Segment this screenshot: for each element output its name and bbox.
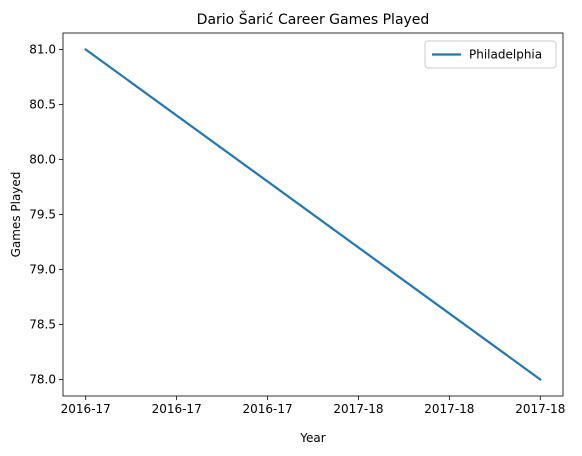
x-axis-label: Year <box>299 431 325 445</box>
legend: Philadelphia <box>424 40 557 69</box>
y-axis-label: Games Played <box>9 172 23 258</box>
x-tick-label: 2016-17 <box>61 402 111 416</box>
legend-box <box>424 40 557 69</box>
y-axis-ticks: 78.0 78.5 79.0 79.5 80.0 80.5 81.0 <box>29 43 63 387</box>
y-tick-label: 79.0 <box>29 263 56 277</box>
x-axis-ticks: 2016-17 2016-17 2016-17 2017-18 2017-18 2017-… <box>61 396 565 416</box>
y-tick-label: 81.0 <box>29 43 56 57</box>
chart-title: Dario Šarić Career Games Played <box>197 10 430 28</box>
x-tick-label: 2017-18 <box>515 402 565 416</box>
y-tick-label: 78.0 <box>29 373 56 387</box>
y-tick-label: 80.0 <box>29 153 56 167</box>
x-tick-label: 2017-18 <box>424 402 474 416</box>
y-tick-label: 79.5 <box>29 208 56 222</box>
y-tick-label: 80.5 <box>29 98 56 112</box>
series-layer <box>84 47 542 382</box>
x-tick-label: 2016-17 <box>152 402 202 416</box>
legend-entry-label: Philadelphia <box>469 48 542 62</box>
series-line-philadelphia <box>84 47 542 382</box>
y-tick-label: 78.5 <box>29 318 56 332</box>
x-tick-label: 2017-18 <box>333 402 383 416</box>
x-tick-label: 2016-17 <box>242 402 292 416</box>
